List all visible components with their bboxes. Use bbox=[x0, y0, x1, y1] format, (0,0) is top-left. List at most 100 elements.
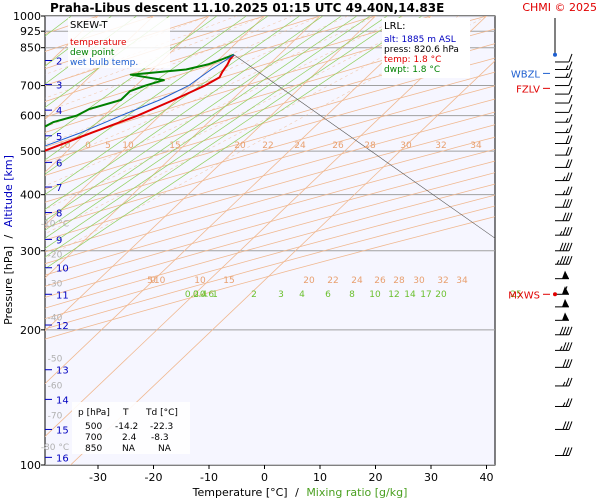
series-line-dew-point bbox=[45, 53, 235, 128]
adiabat-label: 32 bbox=[437, 276, 448, 286]
adiabat-label: 30 bbox=[400, 141, 412, 151]
wind-column bbox=[553, 18, 573, 456]
mixing-ratio-line bbox=[45, 16, 388, 249]
adiabat-label: 10 bbox=[122, 141, 134, 151]
wind-barb bbox=[555, 286, 569, 295]
adiabat-label: 10 bbox=[194, 276, 206, 286]
adiabat-label: -10 bbox=[56, 141, 71, 151]
dry-adiabat-line bbox=[45, 194, 495, 320]
isotherm-line bbox=[45, 16, 432, 385]
pressure-tick-label: 700 bbox=[20, 80, 41, 93]
mixing-ratio-label: 3 bbox=[278, 290, 284, 300]
mixing-ratio-label: 6 bbox=[325, 290, 331, 300]
wind-barb bbox=[555, 172, 573, 182]
temperature-tick-label: 10 bbox=[313, 471, 327, 484]
dry-adiabat-line bbox=[45, 16, 433, 133]
mixing-ratio-line bbox=[45, 16, 269, 175]
mixing-ratio-label: 2 bbox=[251, 290, 257, 300]
mixing-ratio-label: 14 bbox=[404, 290, 416, 300]
lrl-title: LRL: bbox=[384, 21, 405, 32]
moist-adiabat-line bbox=[45, 16, 459, 235]
plot-area bbox=[44, 15, 496, 466]
adiabat-label: 28 bbox=[393, 276, 405, 286]
dry-adiabat-line bbox=[45, 172, 495, 298]
isotherm-line bbox=[45, 16, 155, 120]
table-cell: -14.2 bbox=[115, 422, 138, 432]
table-cell: NA bbox=[158, 444, 172, 454]
dry-adiabat-line bbox=[45, 205, 495, 330]
isotherm-label: -30 bbox=[48, 279, 63, 289]
wind-barb bbox=[555, 186, 573, 196]
mixing-ratio-label: 8 bbox=[349, 290, 355, 300]
table-cell: 2.4 bbox=[122, 433, 137, 443]
level-label-wbzl: WBZL bbox=[511, 69, 541, 80]
dry-adiabat-line bbox=[45, 160, 495, 287]
series-line-wet-bulb-temp bbox=[45, 54, 235, 147]
isotherm-label: -50 bbox=[48, 355, 63, 365]
level-markers: MXWS FZLV WBZL bbox=[508, 69, 550, 301]
temperature-tick-label: -20 bbox=[145, 471, 163, 484]
moist-adiabat-line bbox=[45, 16, 404, 187]
mixing-ratio-label: 0.2 bbox=[185, 290, 199, 300]
wind-barb bbox=[555, 256, 573, 265]
x-axis-label-mixing-ratio: Mixing ratio [g/kg] bbox=[306, 486, 407, 499]
pressure-tick-label: 100 bbox=[20, 459, 41, 472]
altitude-tick-label: 3 bbox=[56, 80, 62, 91]
table-cell: NA bbox=[122, 444, 136, 454]
temperature-tick-label: 20 bbox=[369, 471, 383, 484]
wind-barb bbox=[555, 421, 573, 430]
wind-barb bbox=[555, 242, 573, 252]
dry-adiabat-line bbox=[45, 16, 377, 118]
isotherm-line bbox=[45, 16, 377, 332]
mixing-ratio-label: 4 bbox=[299, 290, 305, 300]
dry-adiabat-line bbox=[45, 98, 495, 229]
wind-barb bbox=[555, 199, 573, 208]
temperature-tick-label: -30 bbox=[89, 471, 107, 484]
mixing-ratio-line bbox=[45, 16, 402, 258]
adiabat-label: 22 bbox=[262, 141, 273, 151]
adiabat-label: 20 bbox=[303, 276, 315, 286]
altitude-tick-label: 5 bbox=[56, 132, 62, 143]
legend-title: SKEW-T bbox=[70, 20, 108, 31]
table-cell: 700 bbox=[85, 433, 102, 443]
legend-dew-point: dew point bbox=[70, 48, 115, 58]
temperature-tick-label: 0 bbox=[261, 471, 268, 484]
dry-adiabat-line bbox=[45, 85, 495, 216]
moist-adiabat-line bbox=[45, 16, 293, 113]
dry-adiabat-line bbox=[45, 16, 266, 86]
mixing-ratio-label: 0.4 bbox=[193, 290, 208, 300]
isotherm-line bbox=[45, 16, 266, 226]
mixing-ratio-label: 20 bbox=[435, 290, 447, 300]
pressure-tick-label: 1000 bbox=[13, 10, 41, 23]
mixing-ratio-label: 17 bbox=[420, 290, 431, 300]
adiabat-label: 15 bbox=[223, 276, 234, 286]
wind-barb bbox=[555, 135, 573, 145]
temperature-tick-label: 40 bbox=[480, 471, 494, 484]
wind-barb bbox=[555, 104, 573, 113]
pressure-tick-label: 400 bbox=[20, 189, 41, 202]
mixing-ratio-label: 1 bbox=[212, 290, 218, 300]
table-cell: 500 bbox=[85, 422, 102, 432]
x-axis-separator: / bbox=[295, 486, 299, 499]
legend-temperature: temperature bbox=[70, 38, 127, 48]
adiabat-label: -10 bbox=[151, 276, 166, 286]
dry-adiabat-line bbox=[45, 16, 322, 102]
copyright-text: CHMI © 2025 bbox=[522, 1, 597, 14]
lrl-box: LRL: alt: 1885 m ASL press: 820.6 hPa te… bbox=[382, 18, 470, 78]
chart-title: Praha-Libus descent 11.10.2025 01:15 UTC… bbox=[50, 1, 444, 15]
y-axis-separator: / bbox=[2, 234, 15, 238]
y-axis-label-pressure: Pressure [hPa] bbox=[2, 246, 15, 325]
moist-adiabat-line bbox=[45, 16, 348, 145]
wind-barb bbox=[555, 270, 569, 280]
mixing-ratio-line bbox=[45, 16, 371, 239]
pressure-tick-label: 850 bbox=[20, 42, 41, 55]
isotherm-label: -20 bbox=[48, 250, 63, 260]
dry-adiabat-line bbox=[45, 183, 495, 309]
mixing-ratio-label: 0.6 bbox=[200, 290, 215, 300]
altitude-tick-label: 10 bbox=[56, 264, 69, 275]
wind-barb bbox=[555, 398, 573, 407]
isotherm-label: -10 °C bbox=[41, 219, 69, 229]
wind-barb bbox=[555, 226, 573, 236]
adiabat-label: 28 bbox=[364, 141, 376, 151]
wind-barb bbox=[555, 69, 573, 78]
